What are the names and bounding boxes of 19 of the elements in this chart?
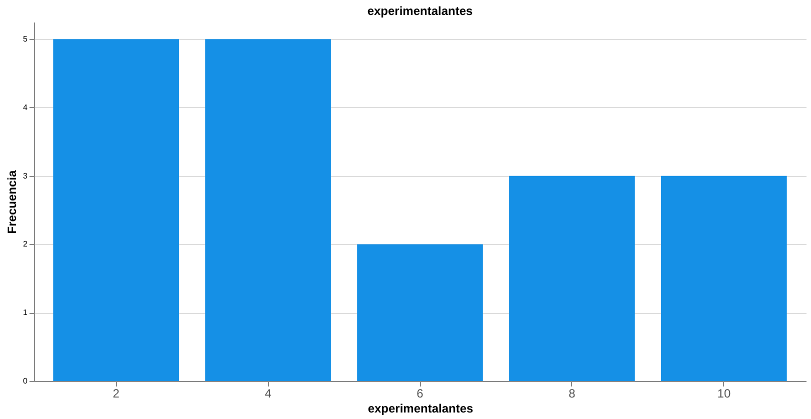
y-tick-label: 4 — [23, 102, 28, 112]
x-tick-label: 2 — [112, 386, 120, 400]
bar — [661, 176, 787, 381]
x-tick-label: 4 — [264, 386, 272, 400]
y-tick-label: 3 — [23, 171, 28, 180]
y-tick-label: 1 — [23, 308, 28, 318]
y-axis-title: Frecuencia — [5, 170, 20, 234]
bar — [509, 176, 635, 381]
bar — [205, 39, 331, 381]
x-tick-label: 6 — [416, 386, 424, 400]
x-tick-label: 8 — [568, 386, 576, 400]
chart-title: experimentalantes — [367, 4, 474, 18]
x-axis-title: experimentalantes — [368, 402, 474, 416]
y-tick-label: 5 — [23, 34, 28, 44]
bar — [53, 39, 179, 381]
y-tick-label: 0 — [23, 376, 28, 386]
y-tick-label: 2 — [23, 240, 28, 249]
bar — [357, 244, 483, 381]
x-tick-label: 10 — [717, 386, 731, 400]
